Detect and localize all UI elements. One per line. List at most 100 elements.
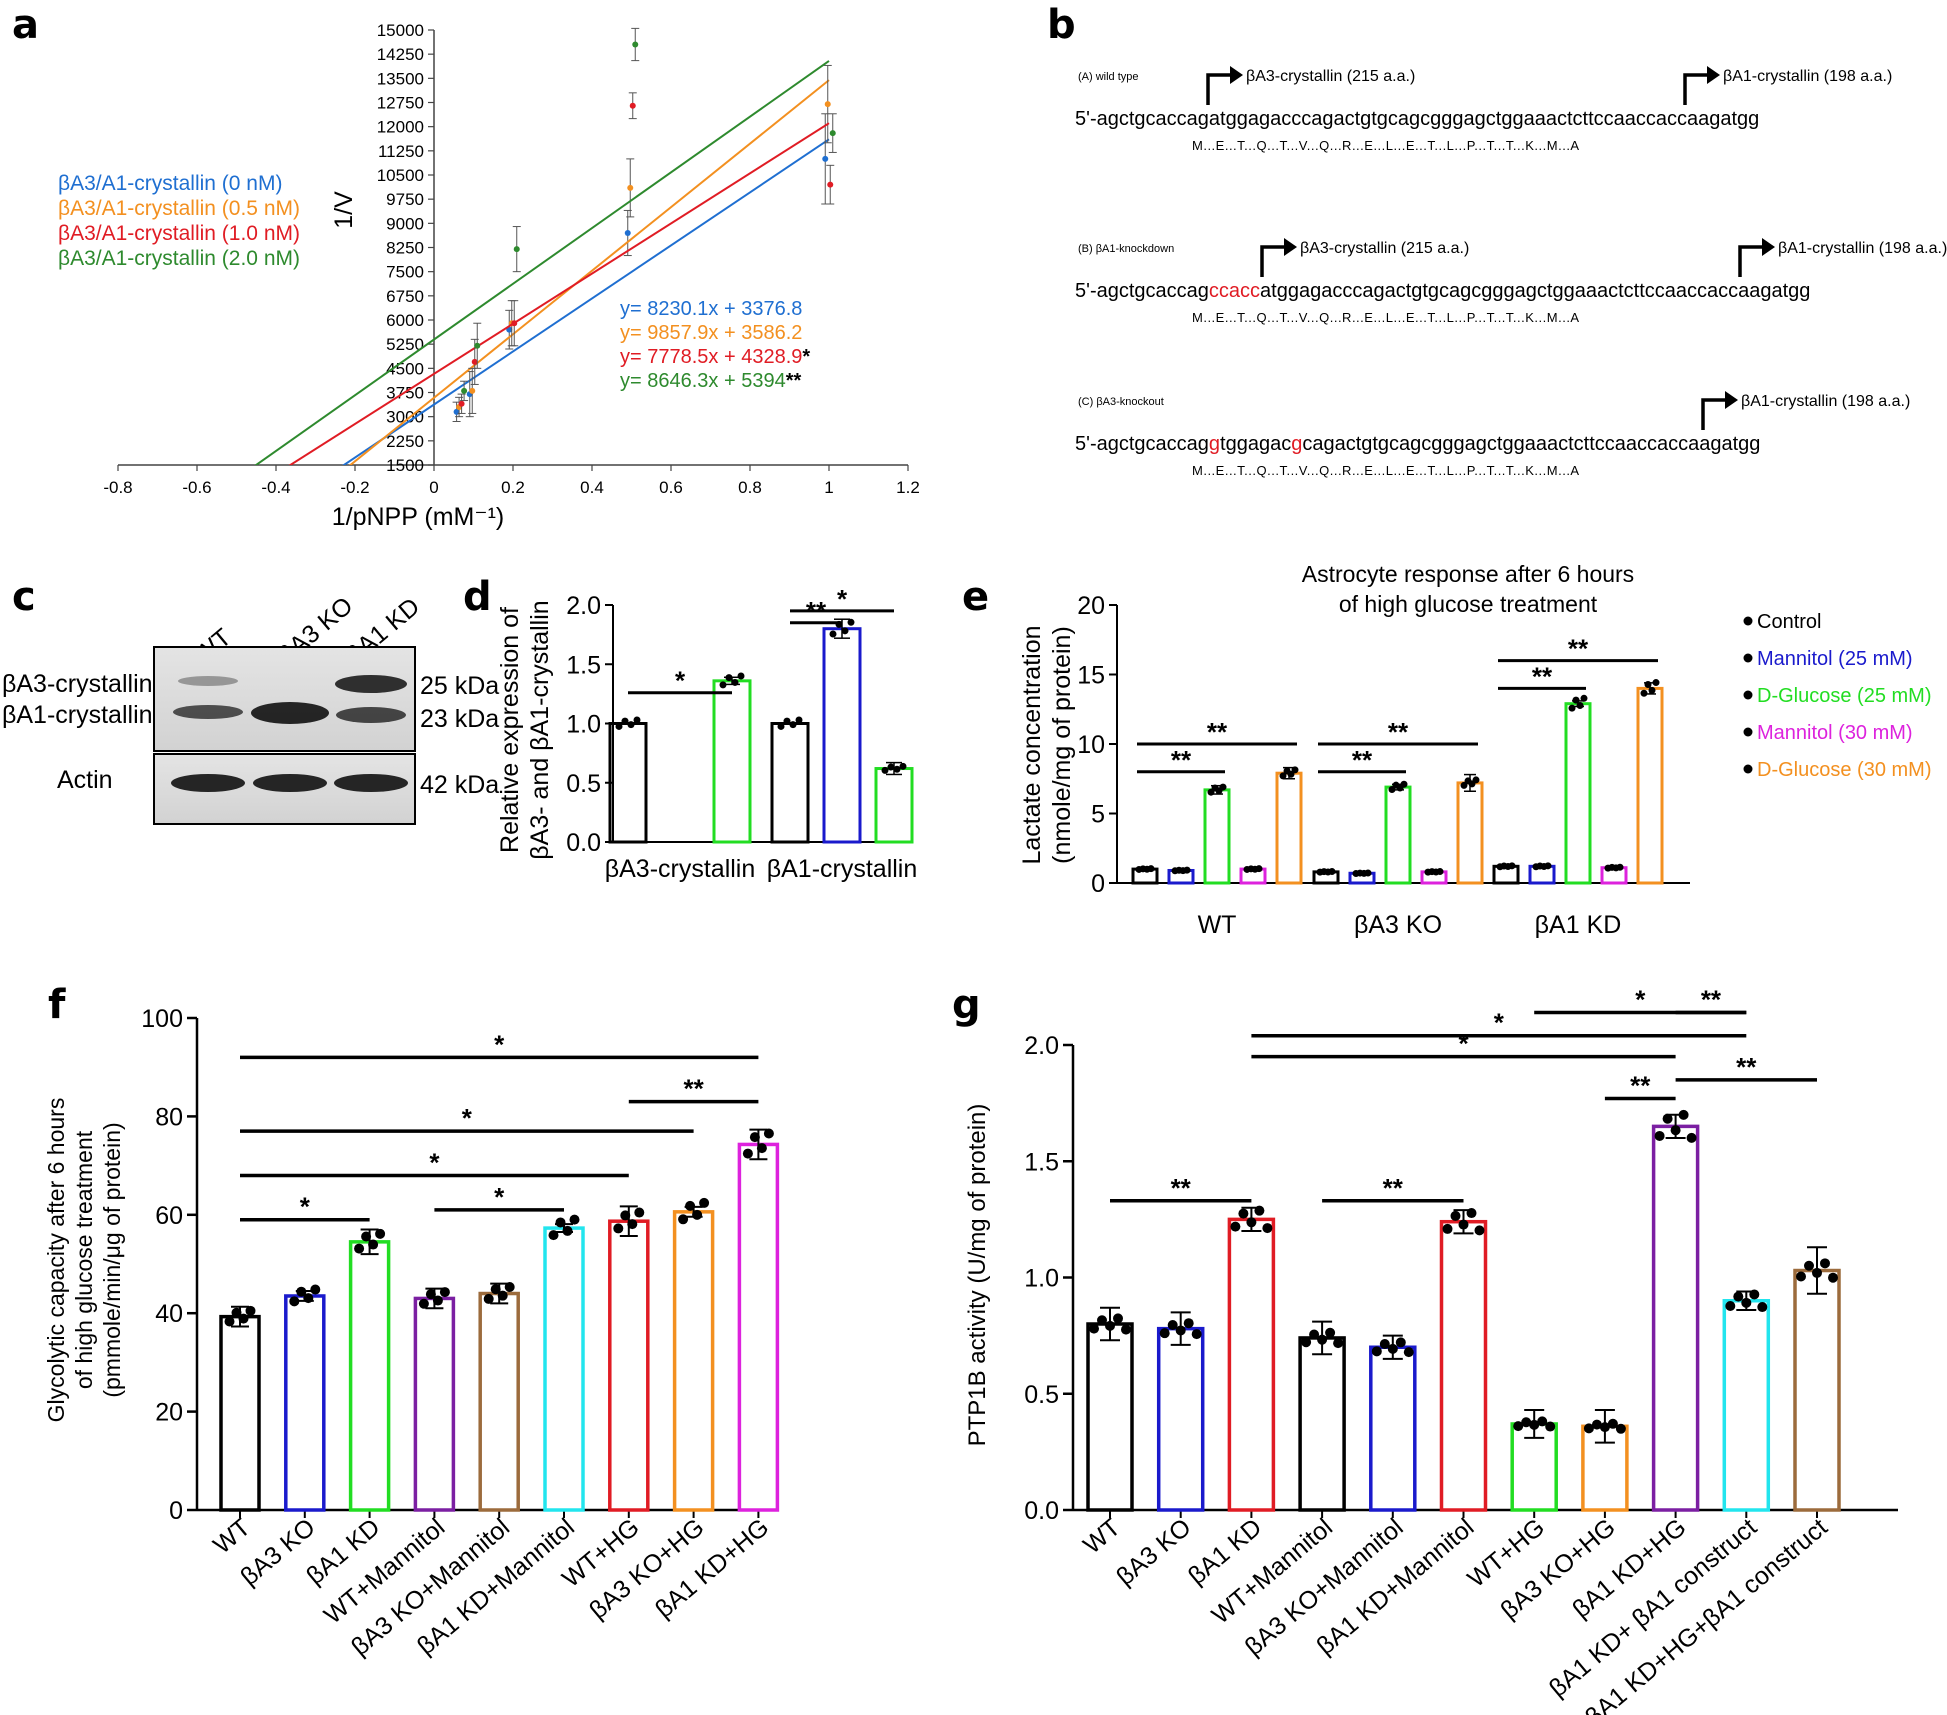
start-arrow bbox=[1683, 73, 1707, 105]
band bbox=[251, 702, 329, 724]
band bbox=[334, 774, 408, 792]
legend-entry: βA3/A1-crystallin (1.0 nM) bbox=[58, 222, 300, 245]
data-point bbox=[1725, 1300, 1736, 1311]
data-point bbox=[1580, 694, 1588, 702]
legend-marker bbox=[1743, 616, 1753, 626]
bar bbox=[478, 1291, 520, 1512]
data-point bbox=[719, 681, 727, 689]
data-point bbox=[471, 358, 478, 365]
y-tick-label: 11250 bbox=[378, 142, 424, 161]
data-point bbox=[483, 1293, 494, 1304]
y-axis-label: (nmole/mg of protein) bbox=[1048, 626, 1076, 864]
y-tick-label: 1.0 bbox=[1024, 1265, 1059, 1293]
equation-label: y= 8646.3x + 5394** bbox=[620, 370, 801, 392]
data-point bbox=[841, 627, 849, 635]
bar bbox=[672, 1210, 715, 1512]
bar bbox=[1722, 1299, 1771, 1512]
data-point bbox=[881, 766, 889, 774]
data-point bbox=[1089, 1323, 1099, 1334]
sequence-row-title: (B) βA1-knockdown bbox=[1078, 243, 1174, 255]
equation-label: y= 8230.1x + 3376.8 bbox=[620, 298, 802, 320]
significance-label: ** bbox=[1171, 1173, 1192, 1203]
legend-entry: βA3/A1-crystallin (0 nM) bbox=[58, 172, 282, 195]
data-point bbox=[469, 387, 476, 394]
y-tick-label: 14250 bbox=[377, 45, 424, 64]
start-arrow bbox=[1738, 245, 1762, 277]
bar bbox=[1203, 788, 1231, 885]
start-arrow bbox=[1260, 245, 1284, 277]
data-point bbox=[1583, 1423, 1594, 1434]
data-point bbox=[1219, 783, 1227, 791]
legend-entry: Mannitol (25 mM) bbox=[1757, 648, 1913, 670]
y-tick-label: 2.0 bbox=[566, 592, 601, 620]
data-point bbox=[1291, 766, 1299, 774]
x-category-label: WT bbox=[1078, 1513, 1126, 1559]
data-point bbox=[692, 1209, 703, 1220]
equation-label: y= 9857.9x + 3586.2 bbox=[620, 322, 802, 344]
data-point bbox=[1262, 1223, 1273, 1234]
data-point bbox=[615, 722, 623, 730]
blot-box-crystallin bbox=[153, 646, 416, 752]
dna-sequence: 5'-agctgcaccaggtggagacgcagactgtgcagcggga… bbox=[1075, 433, 1760, 455]
data-point bbox=[1167, 1320, 1178, 1331]
y-tick-label: 5250 bbox=[386, 335, 424, 354]
y-tick-label: 2250 bbox=[386, 432, 424, 451]
bar bbox=[1636, 686, 1664, 885]
y-tick-label: 9000 bbox=[386, 214, 424, 233]
start-arrow-head bbox=[1762, 238, 1775, 256]
data-point bbox=[224, 1316, 235, 1327]
start-arrow-label: βA1-crystallin (198 a.a.) bbox=[1741, 393, 1910, 410]
band bbox=[336, 707, 406, 723]
chart-title: Astrocyte response after 6 hours bbox=[1302, 561, 1634, 587]
x-axis-label: 1/pNPP (mM⁻¹) bbox=[332, 503, 504, 531]
y-tick-label: 4500 bbox=[386, 359, 424, 378]
x-category-label: WT bbox=[208, 1513, 256, 1559]
sequence-segment: atggagacccagactgtgcagcgggagctggaaactcttc… bbox=[1260, 280, 1810, 302]
legend-entry: Mannitol (30 mM) bbox=[1757, 722, 1913, 744]
data-point bbox=[1254, 1205, 1265, 1216]
data-point bbox=[474, 342, 481, 349]
sequence-segment: atggagacccagactgtgcagcgggagctggaaactcttc… bbox=[1209, 108, 1759, 130]
panel-label-d: d bbox=[463, 574, 492, 620]
data-point bbox=[1568, 704, 1576, 712]
bar bbox=[608, 1219, 650, 1512]
y-tick-label: 6750 bbox=[386, 287, 424, 306]
data-point bbox=[432, 1295, 443, 1306]
data-point bbox=[1820, 1258, 1830, 1269]
x-category-label: βA3 KO bbox=[1354, 911, 1442, 939]
data-point bbox=[1325, 1327, 1336, 1338]
data-point bbox=[1436, 868, 1444, 876]
data-point bbox=[699, 1197, 710, 1208]
bar bbox=[1298, 1336, 1346, 1512]
data-point bbox=[490, 1284, 501, 1295]
band-label-ba1: βA1-crystallin bbox=[2, 701, 153, 729]
y-tick-label: 6000 bbox=[386, 311, 424, 330]
data-point bbox=[1460, 781, 1468, 789]
bar bbox=[1793, 1268, 1841, 1512]
significance-label: ** bbox=[1532, 661, 1553, 691]
x-category-label: βA1-crystallin bbox=[767, 855, 918, 883]
data-point bbox=[1644, 681, 1652, 689]
data-point bbox=[1576, 701, 1584, 709]
significance-label: ** bbox=[1630, 1070, 1651, 1100]
sequence-row-title: (A) wild type bbox=[1078, 71, 1139, 83]
amino-acid-sequence: M...E...T...Q...T...V...Q...R...E...L...… bbox=[1192, 463, 1580, 478]
data-point bbox=[1678, 1109, 1689, 1120]
data-point bbox=[627, 721, 635, 729]
bar bbox=[770, 722, 810, 844]
data-point bbox=[1450, 1210, 1461, 1221]
data-point bbox=[1812, 1267, 1822, 1278]
data-point bbox=[245, 1305, 256, 1316]
size-label-23: 23 kDa bbox=[420, 705, 499, 733]
panel-label-e: e bbox=[962, 574, 989, 620]
data-point bbox=[1466, 1208, 1477, 1219]
data-point bbox=[822, 155, 829, 162]
y-tick-label: 40 bbox=[155, 1300, 183, 1328]
y-tick-label: 15000 bbox=[377, 21, 424, 40]
data-point bbox=[620, 1210, 631, 1221]
y-tick-label: 8250 bbox=[386, 239, 424, 258]
data-point bbox=[731, 678, 739, 686]
data-point bbox=[1616, 863, 1624, 871]
significance-label: ** bbox=[1388, 717, 1409, 747]
